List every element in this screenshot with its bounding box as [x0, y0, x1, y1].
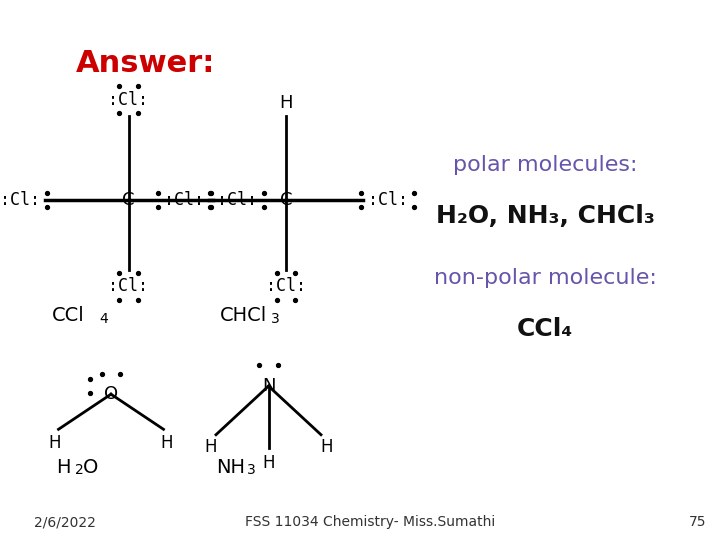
Text: O: O — [104, 385, 118, 403]
Text: 4: 4 — [99, 312, 108, 326]
Text: H: H — [279, 93, 293, 112]
Text: CHCl: CHCl — [220, 306, 266, 326]
Text: H: H — [204, 437, 217, 456]
Text: 2: 2 — [76, 463, 84, 477]
Text: 3: 3 — [271, 312, 279, 326]
Text: 75: 75 — [688, 515, 706, 529]
Text: NH: NH — [216, 457, 245, 477]
Text: :Cl:: :Cl: — [367, 191, 408, 209]
Text: O: O — [83, 457, 99, 477]
Text: N: N — [262, 377, 275, 395]
Text: non-polar molecule:: non-polar molecule: — [433, 268, 657, 288]
Text: C: C — [122, 191, 135, 209]
Text: :Cl:: :Cl: — [109, 91, 148, 109]
Text: CCl: CCl — [52, 306, 84, 326]
Text: :Cl:: :Cl: — [266, 277, 306, 295]
Text: :Cl:: :Cl: — [217, 191, 257, 209]
Text: polar molecules:: polar molecules: — [453, 154, 637, 175]
Text: FSS 11034 Chemistry- Miss.Sumathi: FSS 11034 Chemistry- Miss.Sumathi — [245, 515, 495, 529]
Text: H: H — [320, 437, 333, 456]
Text: :Cl:: :Cl: — [0, 191, 40, 209]
Text: :Cl:: :Cl: — [164, 191, 204, 209]
Text: CCl₄: CCl₄ — [517, 318, 573, 341]
Text: H: H — [161, 434, 174, 452]
Text: H: H — [262, 454, 275, 472]
Text: 2/6/2022: 2/6/2022 — [34, 515, 96, 529]
Text: H₂O, NH₃, CHCl₃: H₂O, NH₃, CHCl₃ — [436, 204, 654, 228]
Text: H: H — [56, 457, 71, 477]
Text: C: C — [280, 191, 292, 209]
Text: H: H — [49, 434, 61, 452]
Text: :Cl:: :Cl: — [109, 277, 148, 295]
Text: 3: 3 — [247, 463, 256, 477]
Text: Answer:: Answer: — [76, 49, 215, 78]
